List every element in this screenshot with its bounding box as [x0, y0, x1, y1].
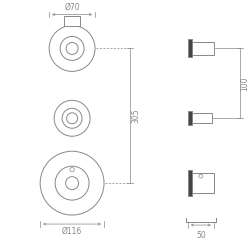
Bar — [64, 17, 80, 26]
Bar — [188, 40, 192, 57]
Text: Ø116: Ø116 — [62, 227, 82, 236]
Text: 50: 50 — [196, 231, 206, 240]
Circle shape — [40, 151, 104, 215]
Circle shape — [199, 174, 203, 178]
Bar — [192, 173, 214, 193]
Bar — [192, 42, 214, 55]
Text: 305: 305 — [132, 108, 140, 123]
Text: Ø70: Ø70 — [64, 2, 80, 12]
Bar — [192, 113, 212, 123]
Bar — [188, 170, 192, 196]
Bar — [188, 111, 192, 125]
Text: 100: 100 — [240, 76, 249, 91]
Circle shape — [70, 167, 74, 172]
Circle shape — [54, 100, 90, 136]
Circle shape — [49, 25, 95, 71]
